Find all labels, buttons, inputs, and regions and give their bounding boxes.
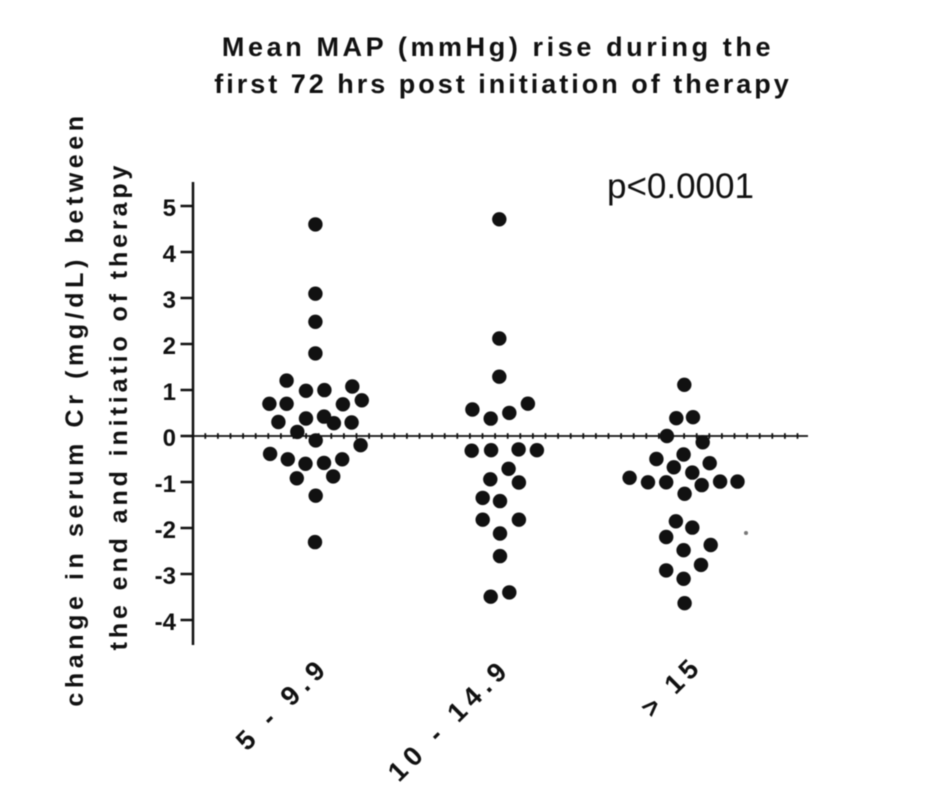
svg-text:p<0.0001: p<0.0001 xyxy=(607,167,754,206)
svg-text:first 72 hrs post initiation o: first 72 hrs post initiation of therapy xyxy=(214,69,792,99)
svg-text:1: 1 xyxy=(163,379,176,406)
svg-text:-2: -2 xyxy=(155,517,176,544)
svg-text:3: 3 xyxy=(163,287,176,314)
svg-text:-4: -4 xyxy=(155,609,177,636)
svg-text:0: 0 xyxy=(163,425,176,452)
svg-text:Mean MAP (mmHg) rise during th: Mean MAP (mmHg) rise during the xyxy=(222,32,774,62)
svg-text:the end and initiatio of thera: the end and initiatio of therapy xyxy=(105,162,133,651)
svg-text:2: 2 xyxy=(163,333,176,360)
svg-text:change in serum Cr (mg/dL) bet: change in serum Cr (mg/dL) between xyxy=(61,111,89,706)
svg-text:-1: -1 xyxy=(155,471,176,498)
svg-text:-3: -3 xyxy=(155,563,176,590)
svg-text:5: 5 xyxy=(163,195,176,222)
svg-text:4: 4 xyxy=(163,241,177,268)
